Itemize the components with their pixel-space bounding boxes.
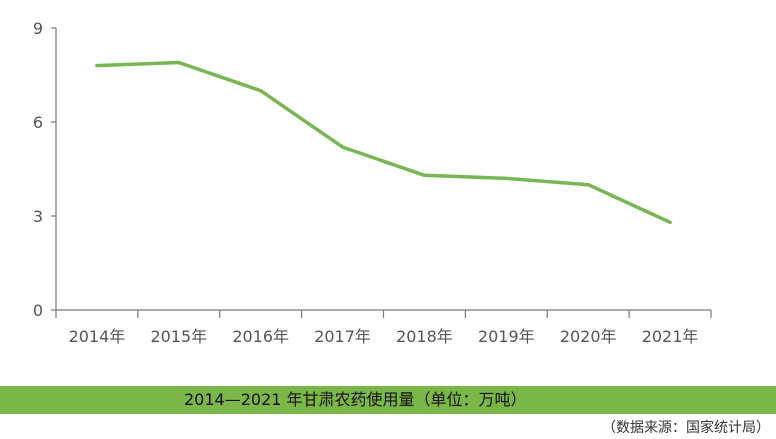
x-tick-label: 2019年 — [478, 327, 535, 346]
data-point — [340, 145, 345, 149]
data-point — [95, 64, 99, 68]
y-tick-label: 6 — [33, 113, 43, 132]
chart-caption: 2014—2021 年甘肃农药使用量（单位：万吨） — [0, 386, 776, 414]
x-tick-label: 2020年 — [560, 327, 617, 346]
x-tick-label: 2018年 — [396, 327, 453, 346]
data-point — [504, 176, 508, 180]
y-tick-label: 0 — [33, 301, 43, 320]
x-tick-label: 2017年 — [314, 327, 371, 346]
x-tick-label: 2015年 — [150, 327, 207, 346]
series-layer — [95, 60, 672, 225]
data-point — [422, 173, 427, 177]
y-tick-label: 3 — [33, 207, 43, 226]
y-tick-label: 9 — [33, 19, 43, 38]
data-point — [586, 183, 590, 187]
y-axis: 0 3 6 9 — [33, 19, 57, 320]
x-tick-label: 2014年 — [69, 327, 126, 346]
data-point — [259, 89, 263, 93]
x-tick-label: 2021年 — [642, 327, 699, 346]
x-tick-label: 2016年 — [232, 327, 289, 346]
x-axis: 2014年 2015年 2016年 2017年 2018年 2019年 2020年 2021年 — [55, 309, 712, 346]
data-point — [177, 60, 181, 65]
data-point — [668, 220, 672, 224]
series-line — [95, 60, 672, 225]
source-note: （数据来源：国家统计局） — [602, 420, 770, 436]
